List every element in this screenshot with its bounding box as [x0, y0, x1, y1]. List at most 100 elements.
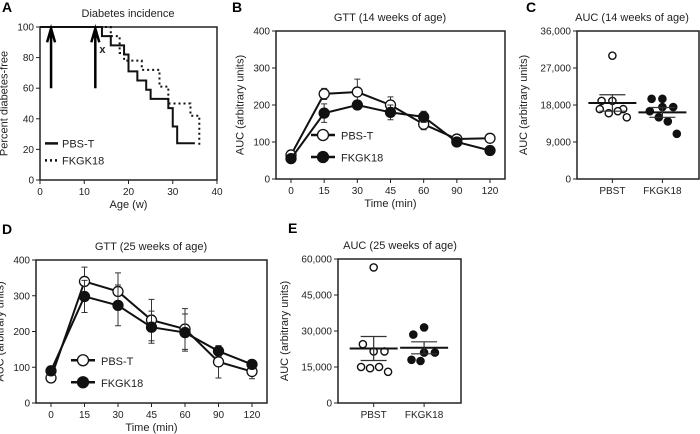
chart-title: AUC (25 weeks of age)	[343, 240, 457, 252]
data-point	[622, 113, 632, 122]
data-point	[484, 144, 496, 157]
panel-e: E AUC (25 weeks of age) AUC (arbitrary uni…	[279, 220, 462, 421]
y-tick-label: 40	[23, 114, 35, 125]
data-point	[78, 290, 91, 303]
y-tick-label: 100	[17, 23, 34, 34]
data-point	[351, 99, 363, 111]
legend-label: PBS-T	[341, 131, 374, 143]
data-point	[484, 132, 496, 144]
data-point	[407, 355, 416, 365]
y-axis-label: Percent diabetes-free	[0, 51, 11, 156]
sem-bar	[599, 94, 626, 112]
data-point	[384, 106, 397, 119]
y-axis-label: AUC (arbitrary units)	[279, 281, 291, 381]
x-tick-label: 40	[211, 187, 223, 198]
y-tick-label: 60,000	[301, 255, 332, 266]
data-point	[658, 94, 667, 104]
data-point	[145, 321, 158, 333]
sem-bar	[649, 106, 676, 118]
data-point	[179, 326, 191, 339]
legend-label: PBS-T	[62, 138, 95, 150]
x-tick-label: 30	[112, 410, 124, 421]
y-tick-label: 80	[23, 53, 35, 64]
y-tick-label: 45,000	[301, 291, 332, 302]
legend-label: FKGK18	[341, 153, 383, 165]
y-tick-label: 0	[264, 175, 270, 186]
plot-frame	[576, 30, 700, 180]
x-tick-label: 0	[288, 186, 294, 197]
data-point	[285, 152, 297, 165]
y-axis-label: AUC (arbitrary units)	[0, 281, 7, 381]
data-point	[365, 363, 375, 373]
data-point	[212, 345, 225, 357]
y-axis-label: AUC (arbitrary units)	[235, 55, 247, 155]
data-point	[318, 88, 330, 100]
y-tick-label: 0	[28, 176, 34, 187]
y-tick-label: 300	[253, 64, 270, 75]
arrow-icon	[45, 24, 57, 89]
x-axis-label: Time (min)	[364, 198, 416, 210]
data-point	[112, 299, 124, 312]
y-tick-label: 30,000	[301, 327, 332, 338]
x-tick-label: 60	[418, 186, 430, 197]
sem-bar	[411, 341, 438, 355]
x-tick-label: FKGK18	[405, 410, 444, 421]
x-tick-label: 120	[482, 186, 499, 197]
y-tick-label: 200	[253, 101, 270, 112]
km-line-fkgk18	[40, 26, 201, 147]
x-tick-label: 0	[48, 410, 54, 421]
panel-label: E	[288, 220, 297, 236]
data-point	[358, 339, 368, 349]
data-point	[451, 136, 463, 148]
x-tick-label: 45	[385, 186, 397, 197]
x-tick-label: PBST	[599, 186, 625, 197]
y-tick-label: 15,000	[301, 363, 332, 374]
data-point	[645, 106, 655, 116]
legend-label: FKGK18	[62, 155, 104, 167]
arrow-icon	[90, 24, 101, 89]
y-tick-label: 100	[253, 138, 270, 149]
y-tick-label: 400	[13, 256, 30, 267]
data-point	[647, 94, 656, 104]
x-tick-label: 15	[79, 410, 91, 421]
data-point	[246, 358, 258, 371]
chart-title: GTT (14 weeks of age)	[334, 12, 446, 24]
y-tick-label: 20	[23, 145, 35, 156]
y-tick-label: 400	[253, 27, 270, 38]
x-axis-label: Age (w)	[110, 199, 148, 211]
x-tick-label: 15	[319, 186, 331, 197]
y-tick-label: 60	[23, 84, 35, 95]
legend-marker	[76, 376, 90, 389]
panel-label: A	[2, 0, 12, 15]
data-point	[408, 330, 418, 339]
data-point	[418, 111, 430, 123]
data-point	[318, 107, 330, 119]
arrow-label: x	[99, 44, 106, 56]
legend-label: PBS-T	[101, 356, 134, 368]
x-tick-label: 90	[451, 186, 463, 197]
x-tick-label: 45	[146, 410, 158, 421]
x-tick-label: 30	[352, 186, 364, 197]
x-tick-label: FKGK18	[643, 186, 682, 197]
plot-frame	[337, 258, 462, 404]
data-point	[419, 323, 429, 332]
legend-marker	[76, 354, 90, 367]
y-tick-label: 200	[13, 327, 30, 338]
panel-b: B GTT (14 weeks of age) AUC (arbitrary uni…	[232, 0, 506, 210]
chart-title: GTT (25 weeks of age)	[95, 241, 207, 253]
panel-label: C	[526, 0, 536, 15]
y-tick-label: 18,000	[540, 101, 571, 112]
data-point	[608, 51, 617, 60]
sem-bar	[360, 335, 387, 362]
legend-marker	[316, 150, 330, 164]
x-tick-label: 0	[37, 187, 43, 198]
data-point	[356, 362, 366, 372]
data-point	[351, 86, 363, 98]
data-point	[663, 117, 673, 126]
legend-marker	[316, 128, 330, 142]
y-tick-label: 0	[326, 399, 332, 410]
x-tick-label: 90	[213, 410, 225, 421]
data-point	[374, 362, 384, 372]
data-point	[45, 365, 57, 377]
